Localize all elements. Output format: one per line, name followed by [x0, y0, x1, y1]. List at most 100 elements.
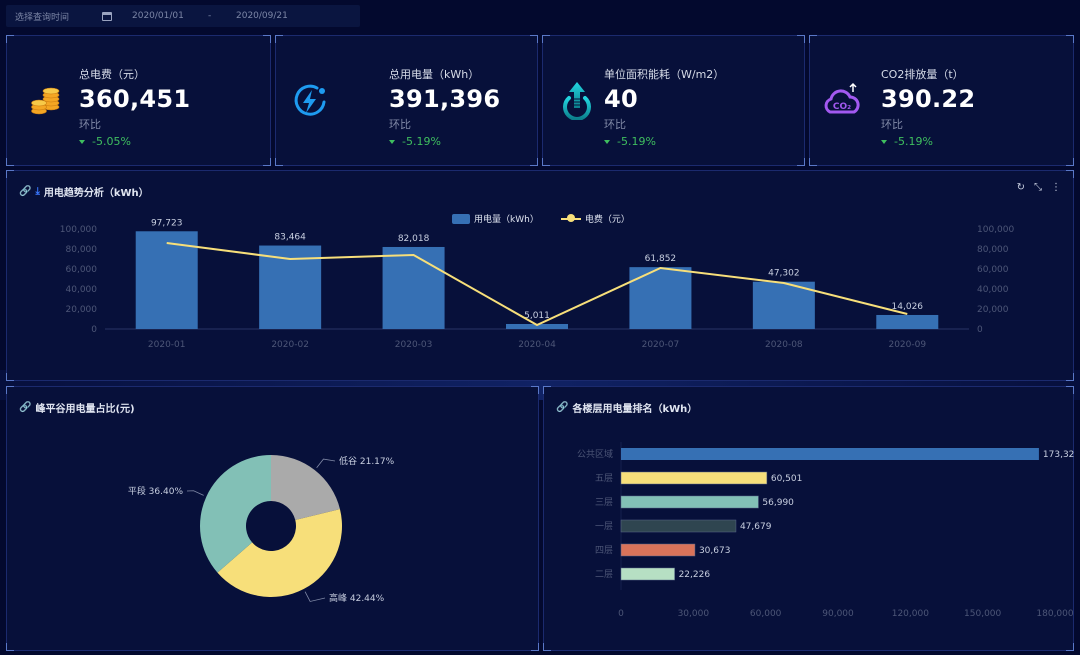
date-range-filter[interactable]: 选择查询时间 2020/01/01 - 2020/09/21: [6, 5, 360, 27]
usage-bar: [382, 246, 445, 329]
pie-chart: 低谷 21.17% 高峰 42.44% 平段 36.40%: [128, 455, 395, 604]
y-right-tick: 40,000: [977, 285, 1009, 295]
floor-value-label: 56,990: [762, 498, 794, 508]
link-icon[interactable]: 🔗: [19, 186, 32, 197]
legend-usage-label[interactable]: 用电量（kWh）: [474, 215, 539, 225]
y-left-tick: 100,000: [60, 225, 97, 235]
kpi-title: CO2排放量（t）: [881, 68, 964, 81]
pie-panel-title: 峰平谷用电量占比(元): [35, 404, 135, 415]
usage-bar: [752, 281, 815, 329]
trend-legend: 用电量（kWh） 电费（元）: [452, 212, 630, 225]
floor-bar: [620, 519, 737, 533]
x-tick-label: 2020-08: [765, 340, 803, 350]
kpi-title: 总用电量（kWh）: [389, 68, 480, 81]
x-tick-label: 2020-04: [518, 340, 556, 350]
bar-value-label: 47,302: [768, 269, 800, 279]
kpi-value: 390.22: [881, 85, 976, 113]
pie-slice: [200, 455, 271, 573]
floor-label: 二层: [595, 569, 613, 580]
floor-label: 一层: [595, 521, 613, 532]
energy-up-icon: [563, 82, 591, 120]
usage-bar: [876, 314, 939, 329]
x-tick-label: 90,000: [822, 609, 854, 619]
x-tick-label: 180,000: [1036, 609, 1073, 619]
kpi-value: 360,451: [79, 85, 191, 113]
peak-valley-panel: 🔗 峰平谷用电量占比(元) 低谷 21.17% 高峰 42.44% 平段 36.40…: [6, 386, 539, 651]
start-date-input[interactable]: 2020/01/01: [132, 11, 184, 21]
floor-panel-header: 🔗 各楼层用电量排名（kWh）: [556, 400, 697, 415]
pie-slice: [271, 455, 340, 521]
link-icon[interactable]: 🔗: [556, 402, 569, 413]
kpi-title: 单位面积能耗（W/m2）: [604, 68, 725, 81]
y-right-tick: 20,000: [977, 305, 1009, 315]
down-arrow-icon: [881, 139, 887, 144]
y-right-tick: 100,000: [977, 225, 1014, 235]
floor-bar: [621, 448, 1039, 460]
floor-value-label: 47,679: [740, 522, 772, 532]
date-separator: -: [208, 11, 212, 21]
usage-bar: [135, 231, 198, 329]
trend-panel: 🔗 ⤓ 用电趋势分析（kWh） ↻ ⤡ ⋮ 用电量（kWh） 电费（元） 0 20…: [6, 170, 1074, 381]
floor-value-label: 173,328: [1043, 450, 1075, 460]
link-icon[interactable]: 🔗: [19, 402, 32, 413]
kpi-card-unit-area-energy: 单位面积能耗（W/m2） 40 环比 -5.19%: [542, 35, 805, 166]
kpi-ratio-value: -5.05%: [92, 135, 131, 148]
kpi-ratio-label: 环比: [881, 118, 903, 131]
floor-bar: [620, 495, 759, 509]
bar-value-label: 5,011: [524, 311, 550, 321]
down-arrow-icon: [604, 139, 610, 144]
floor-label: 四层: [595, 545, 613, 556]
floor-bar: [620, 471, 768, 485]
x-tick-label: 2020-09: [888, 340, 926, 350]
x-tick-label: 2020-07: [642, 340, 680, 350]
end-date-input[interactable]: 2020/09/21: [236, 11, 288, 21]
pie-label-line: [304, 591, 326, 602]
kpi-title: 总电费（元）: [79, 68, 145, 81]
pie-slice: [217, 509, 343, 597]
kpi-card-total-usage: 总用电量（kWh） 391,396 环比 -5.19%: [275, 35, 538, 166]
floor-bar-chart: 公共区域 173,328 五层 60,501 三层 56,990 一层 47,679 四层 30,…: [577, 442, 1075, 619]
bar-value-label: 61,852: [645, 254, 677, 264]
floor-ranking-panel: 🔗 各楼层用电量排名（kWh） 公共区域 173,328 五层 60,501 三层 56,…: [543, 386, 1075, 651]
kpi-value: 391,396: [389, 85, 501, 113]
lightning-icon: [294, 84, 326, 116]
usage-bar: [629, 267, 692, 329]
down-arrow-icon: [79, 139, 85, 144]
floor-label: 五层: [595, 473, 613, 484]
y-left-tick: 80,000: [66, 245, 98, 255]
kpi-ratio-value: -5.19%: [402, 135, 441, 148]
x-tick-label: 60,000: [750, 609, 782, 619]
kpi-ratio-label: 环比: [389, 118, 411, 131]
pie-label-line: [186, 490, 204, 496]
legend-bar-swatch[interactable]: [452, 213, 470, 224]
x-tick-label: 2020-03: [395, 340, 433, 350]
x-tick-label: 150,000: [964, 609, 1001, 619]
date-filter-label: 选择查询时间: [15, 12, 70, 23]
legend-cost-label[interactable]: 电费（元）: [584, 215, 630, 225]
bar-value-label: 82,018: [398, 234, 430, 244]
x-tick-label: 120,000: [892, 609, 929, 619]
floor-value-label: 60,501: [771, 474, 803, 484]
y-left-tick: 40,000: [66, 285, 98, 295]
pie-label: 低谷 21.17%: [339, 455, 395, 467]
kpi-ratio: -5.19%: [604, 135, 724, 148]
refresh-icon[interactable]: ↻: [1016, 182, 1025, 193]
legend-line-swatch[interactable]: [560, 214, 581, 222]
expand-icon[interactable]: ⤡: [1034, 182, 1042, 193]
x-tick-label: 30,000: [678, 609, 710, 619]
bar-value-label: 97,723: [151, 218, 183, 228]
kpi-card-co2: CO₂ CO2排放量（t） 390.22 环比 -5.19%: [809, 35, 1074, 166]
coins-icon: [31, 87, 60, 115]
y-left-tick: 60,000: [66, 265, 98, 275]
pie-panel-header: 🔗 峰平谷用电量占比(元): [19, 400, 135, 415]
floor-value-label: 30,673: [699, 546, 731, 556]
y-left-tick: 20,000: [66, 305, 98, 315]
kpi-ratio: -5.05%: [79, 135, 190, 148]
calendar-icon[interactable]: [102, 11, 112, 21]
kpi-value: 40: [604, 85, 638, 113]
bar-value-label: 83,464: [274, 233, 306, 243]
download-icon[interactable]: ⤓: [35, 186, 40, 197]
more-icon[interactable]: ⋮: [1051, 182, 1061, 193]
kpi-ratio-value: -5.19%: [617, 135, 656, 148]
usage-bar: [506, 323, 568, 329]
